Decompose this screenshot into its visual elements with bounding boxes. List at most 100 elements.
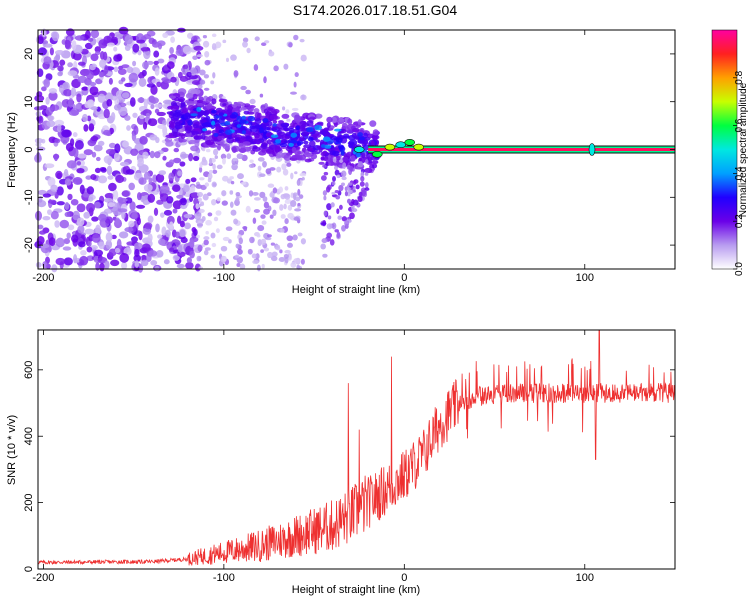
- spectrogram-cell: [205, 148, 211, 153]
- spectrogram-cell: [180, 237, 188, 244]
- spectrogram-cell: [204, 182, 210, 187]
- spectrogram-cell: [147, 193, 156, 203]
- y-tick-label: 0: [23, 566, 35, 572]
- spectrogram-cell: [67, 193, 73, 201]
- spectrogram-cell: [114, 247, 121, 254]
- spectrogram-cell: [79, 255, 89, 266]
- colorbar: 0.0 0.2 0.4 0.6 0.8 Normalized spectral ampl…: [711, 29, 749, 276]
- spectrogram-cell: [211, 109, 217, 114]
- spectrogram-cell: [44, 163, 55, 169]
- spectrogram-cell: [325, 186, 331, 193]
- spectrogram-cell: [191, 80, 201, 86]
- spectrogram-cell: [252, 145, 258, 150]
- spectrogram-cell: [320, 243, 327, 250]
- y-tick-label: 20: [23, 48, 35, 60]
- spectrogram-cell: [212, 163, 216, 170]
- snr-series-line: [37, 329, 676, 566]
- spectrogram-cell: [263, 201, 270, 209]
- spectrogram-cell: [283, 253, 289, 259]
- colorbar-tick-label: 0.4: [734, 166, 745, 180]
- spectrogram-cell: [124, 227, 134, 233]
- spectrogram-cell: [183, 112, 192, 120]
- spectrogram-cell: [256, 264, 261, 272]
- spectrogram-cell: [39, 230, 46, 235]
- spectrogram-cell: [174, 124, 183, 130]
- spectrogram-cell: [280, 228, 285, 233]
- spectrogram-cell: [289, 139, 298, 144]
- spectrogram-cell: [193, 123, 199, 129]
- spectrogram-cell: [277, 131, 286, 137]
- spectrogram-cell: [162, 32, 169, 39]
- spectrogram-cell: [189, 239, 195, 248]
- spectrogram-cell: [325, 161, 329, 166]
- spectrogram-cell: [240, 85, 247, 91]
- spectrogram-cell: [143, 171, 151, 180]
- spectrogram-cell: [136, 217, 141, 226]
- spectrogram-cell: [150, 97, 159, 104]
- spectrogram-cell: [344, 219, 350, 227]
- spectrogram-cell: [351, 132, 357, 139]
- spectrogram-cell: [220, 153, 227, 160]
- spectrogram-cell: [77, 61, 86, 66]
- spectrogram-cell: [267, 107, 274, 111]
- spectrogram-cell: [120, 77, 126, 82]
- spectrogram-cell: [86, 246, 93, 253]
- spectrogram-cell: [226, 136, 235, 144]
- spectrogram-intensity: [33, 26, 381, 273]
- spectrogram-cell: [303, 140, 309, 145]
- spectrogram-cell: [298, 194, 304, 199]
- spectrogram-cell: [131, 212, 138, 220]
- spectrogram-cell: [369, 120, 377, 127]
- spectrogram-cell: [90, 174, 97, 180]
- spectrogram-cell: [342, 162, 347, 169]
- spectrogram-cell: [196, 106, 202, 112]
- spectrogram-cell: [197, 84, 203, 89]
- spectrogram-cell: [190, 177, 197, 183]
- spectrogram-cell: [337, 215, 342, 220]
- spectrogram-cell: [45, 107, 54, 116]
- spectrogram-cell: [215, 126, 220, 131]
- spectrogram-cell: [133, 254, 141, 262]
- spectrogram-cell: [293, 258, 301, 264]
- spectrogram-cell: [76, 168, 85, 174]
- spectrogram-cell: [234, 129, 243, 134]
- spectrogram-cell: [253, 108, 260, 114]
- spectrogram-cell: [301, 176, 305, 181]
- spectrogram-cell: [231, 146, 237, 153]
- spectrogram-cell: [275, 138, 281, 144]
- snr-y-ticks: 0 200 400 600: [23, 361, 675, 572]
- spectrogram-cell: [323, 171, 329, 176]
- spectrogram-cell: [137, 263, 144, 273]
- spectrogram-cell: [93, 249, 104, 257]
- spectrogram-cell: [57, 71, 63, 77]
- spectrogram-cell: [179, 138, 187, 143]
- spectrogram-cell: [59, 219, 70, 229]
- spectrogram-cell: [290, 200, 297, 207]
- spectrogram-cell: [185, 178, 191, 184]
- spectrogram-cell: [356, 152, 361, 158]
- spectrogram-cell: [296, 141, 302, 147]
- spectrogram-cell: [87, 240, 92, 247]
- spectrogram-cell: [216, 197, 221, 202]
- spectrogram-cell: [110, 111, 116, 122]
- spectrogram-cell: [63, 88, 73, 97]
- spectrogram-cell: [211, 181, 217, 188]
- spectrogram-cell: [293, 81, 297, 88]
- spectrogram-cell: [203, 74, 210, 79]
- spectrogram-cell: [372, 129, 379, 136]
- spectrogram-cell: [332, 157, 337, 163]
- spectrogram-cell: [300, 258, 305, 265]
- spectrogram-cell: [189, 250, 195, 259]
- carrier-blob: [413, 143, 425, 151]
- spectrogram-cell: [104, 64, 109, 75]
- spectrogram-cell: [185, 261, 194, 270]
- spectrogram-cell: [301, 131, 310, 137]
- spectrogram-cell: [197, 38, 202, 42]
- spectrogram-cell: [203, 249, 209, 256]
- spectrogram-cell: [251, 253, 257, 259]
- spectrogram-cell: [269, 214, 274, 219]
- spectrogram-cell: [150, 104, 155, 110]
- spectrogram-cell: [338, 204, 343, 210]
- spectrogram-cell: [118, 231, 129, 239]
- spectrogram-cell: [272, 187, 278, 194]
